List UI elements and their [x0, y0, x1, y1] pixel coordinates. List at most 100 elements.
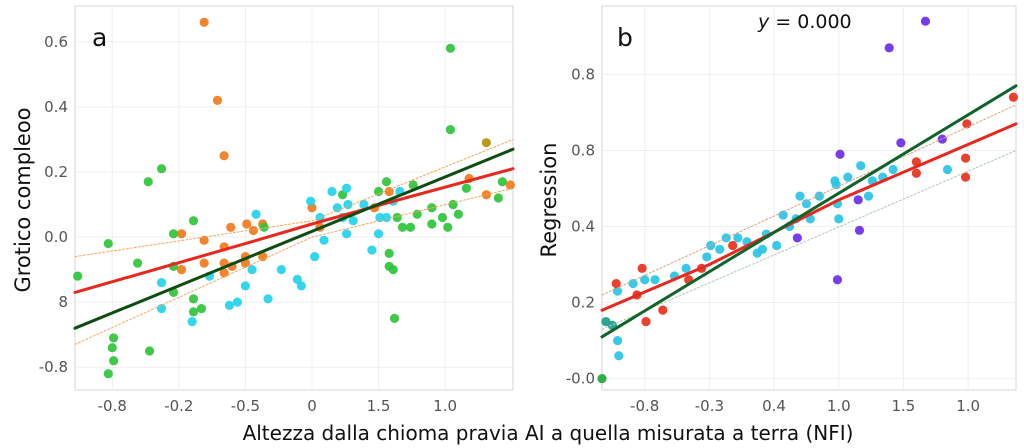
- data-point: [942, 164, 953, 175]
- data-point: [143, 177, 153, 187]
- annotation: y = 0.000: [757, 11, 852, 33]
- data-point: [702, 252, 712, 262]
- data-point: [109, 356, 119, 366]
- annotation-variable: y: [757, 11, 770, 33]
- x-tick-label: -0.8: [98, 397, 127, 415]
- data-point: [408, 180, 418, 190]
- data-point: [367, 245, 377, 255]
- data-point: [427, 219, 437, 229]
- data-point: [445, 43, 456, 53]
- data-point: [219, 151, 229, 161]
- data-point: [612, 286, 623, 296]
- data-point: [132, 258, 143, 268]
- x-tick-label: -0.5: [231, 397, 260, 415]
- data-point: [348, 216, 358, 226]
- data-point: [427, 203, 437, 213]
- panel-a-y-axis-title: Grotico compleoo: [11, 107, 35, 292]
- data-point: [389, 313, 400, 324]
- panel-a: -0.8 -0.2 -0.5 0 1.5 1.0 0.6 0.4 0.2 0.0 8 -0.8 a: [39, 5, 515, 415]
- confidence-band-line: [601, 150, 1017, 330]
- x-tick-label: -0.3: [695, 397, 724, 415]
- data-point: [259, 222, 269, 232]
- data-point: [505, 180, 515, 190]
- data-point: [224, 300, 235, 310]
- data-point: [637, 263, 647, 273]
- data-point: [831, 180, 841, 190]
- data-point: [341, 183, 352, 193]
- data-point: [854, 225, 865, 235]
- data-point: [103, 369, 113, 379]
- data-point: [319, 235, 329, 245]
- data-point: [448, 199, 458, 210]
- data-point: [650, 275, 660, 285]
- data-point: [757, 244, 768, 254]
- data-point: [242, 219, 252, 229]
- data-point: [614, 351, 624, 361]
- y-tick-label: 0.6: [44, 33, 68, 51]
- data-point: [641, 316, 651, 327]
- data-point: [437, 212, 448, 223]
- data-point: [801, 199, 812, 209]
- data-point: [706, 240, 716, 251]
- x-tick-label: 1.5: [892, 397, 916, 415]
- data-point: [359, 199, 369, 210]
- data-point: [188, 294, 199, 304]
- data-point: [795, 191, 805, 201]
- data-point: [733, 233, 743, 243]
- data-point: [310, 251, 320, 262]
- x-tick-label: 1.5: [367, 397, 391, 415]
- y-tick-label: 0.2: [571, 294, 595, 312]
- data-point: [397, 222, 408, 232]
- data-point: [493, 193, 503, 203]
- y-tick-label: 0.4: [44, 98, 68, 116]
- data-point: [219, 268, 229, 278]
- data-point: [109, 333, 119, 343]
- data-point: [226, 222, 236, 232]
- data-point: [481, 138, 491, 148]
- plot-area: [601, 5, 1017, 391]
- data-point: [778, 210, 788, 220]
- data-point: [611, 278, 621, 289]
- data-point: [276, 264, 286, 275]
- data-point: [960, 153, 971, 163]
- confidence-band-line: [74, 187, 514, 345]
- regression-line: [73, 147, 515, 330]
- data-point: [240, 281, 251, 291]
- data-point: [392, 212, 402, 223]
- data-point: [332, 203, 342, 213]
- data-point: [373, 229, 384, 239]
- panel-label: b: [617, 23, 633, 52]
- panel-b-y-axis-title: Regression: [537, 143, 561, 258]
- data-point: [960, 172, 971, 182]
- data-point: [856, 161, 866, 171]
- data-point: [176, 264, 187, 275]
- data-point: [384, 186, 394, 197]
- data-point: [832, 275, 843, 285]
- data-point: [251, 209, 261, 219]
- data-point: [341, 229, 352, 239]
- data-point: [911, 168, 921, 178]
- data-point: [863, 191, 874, 201]
- data-point: [597, 373, 607, 384]
- data-point: [384, 248, 394, 258]
- data-point: [327, 186, 337, 197]
- y-tick-label: 0.2: [44, 163, 68, 181]
- x-tick-label: 0: [307, 397, 317, 415]
- data-point: [296, 281, 306, 291]
- data-point: [247, 264, 257, 275]
- data-point: [103, 238, 113, 249]
- data-point: [920, 16, 931, 26]
- data-point: [199, 235, 209, 245]
- data-point: [715, 244, 725, 254]
- data-point: [176, 229, 187, 239]
- data-point: [187, 317, 197, 327]
- y-tick-label: 0.8: [571, 141, 595, 159]
- plot-area: [74, 5, 514, 391]
- data-point: [188, 307, 199, 317]
- data-point: [772, 240, 782, 251]
- data-point: [144, 346, 155, 356]
- data-point: [156, 164, 167, 174]
- data-point: [814, 191, 824, 201]
- annotation-value: = 0.000: [769, 11, 851, 33]
